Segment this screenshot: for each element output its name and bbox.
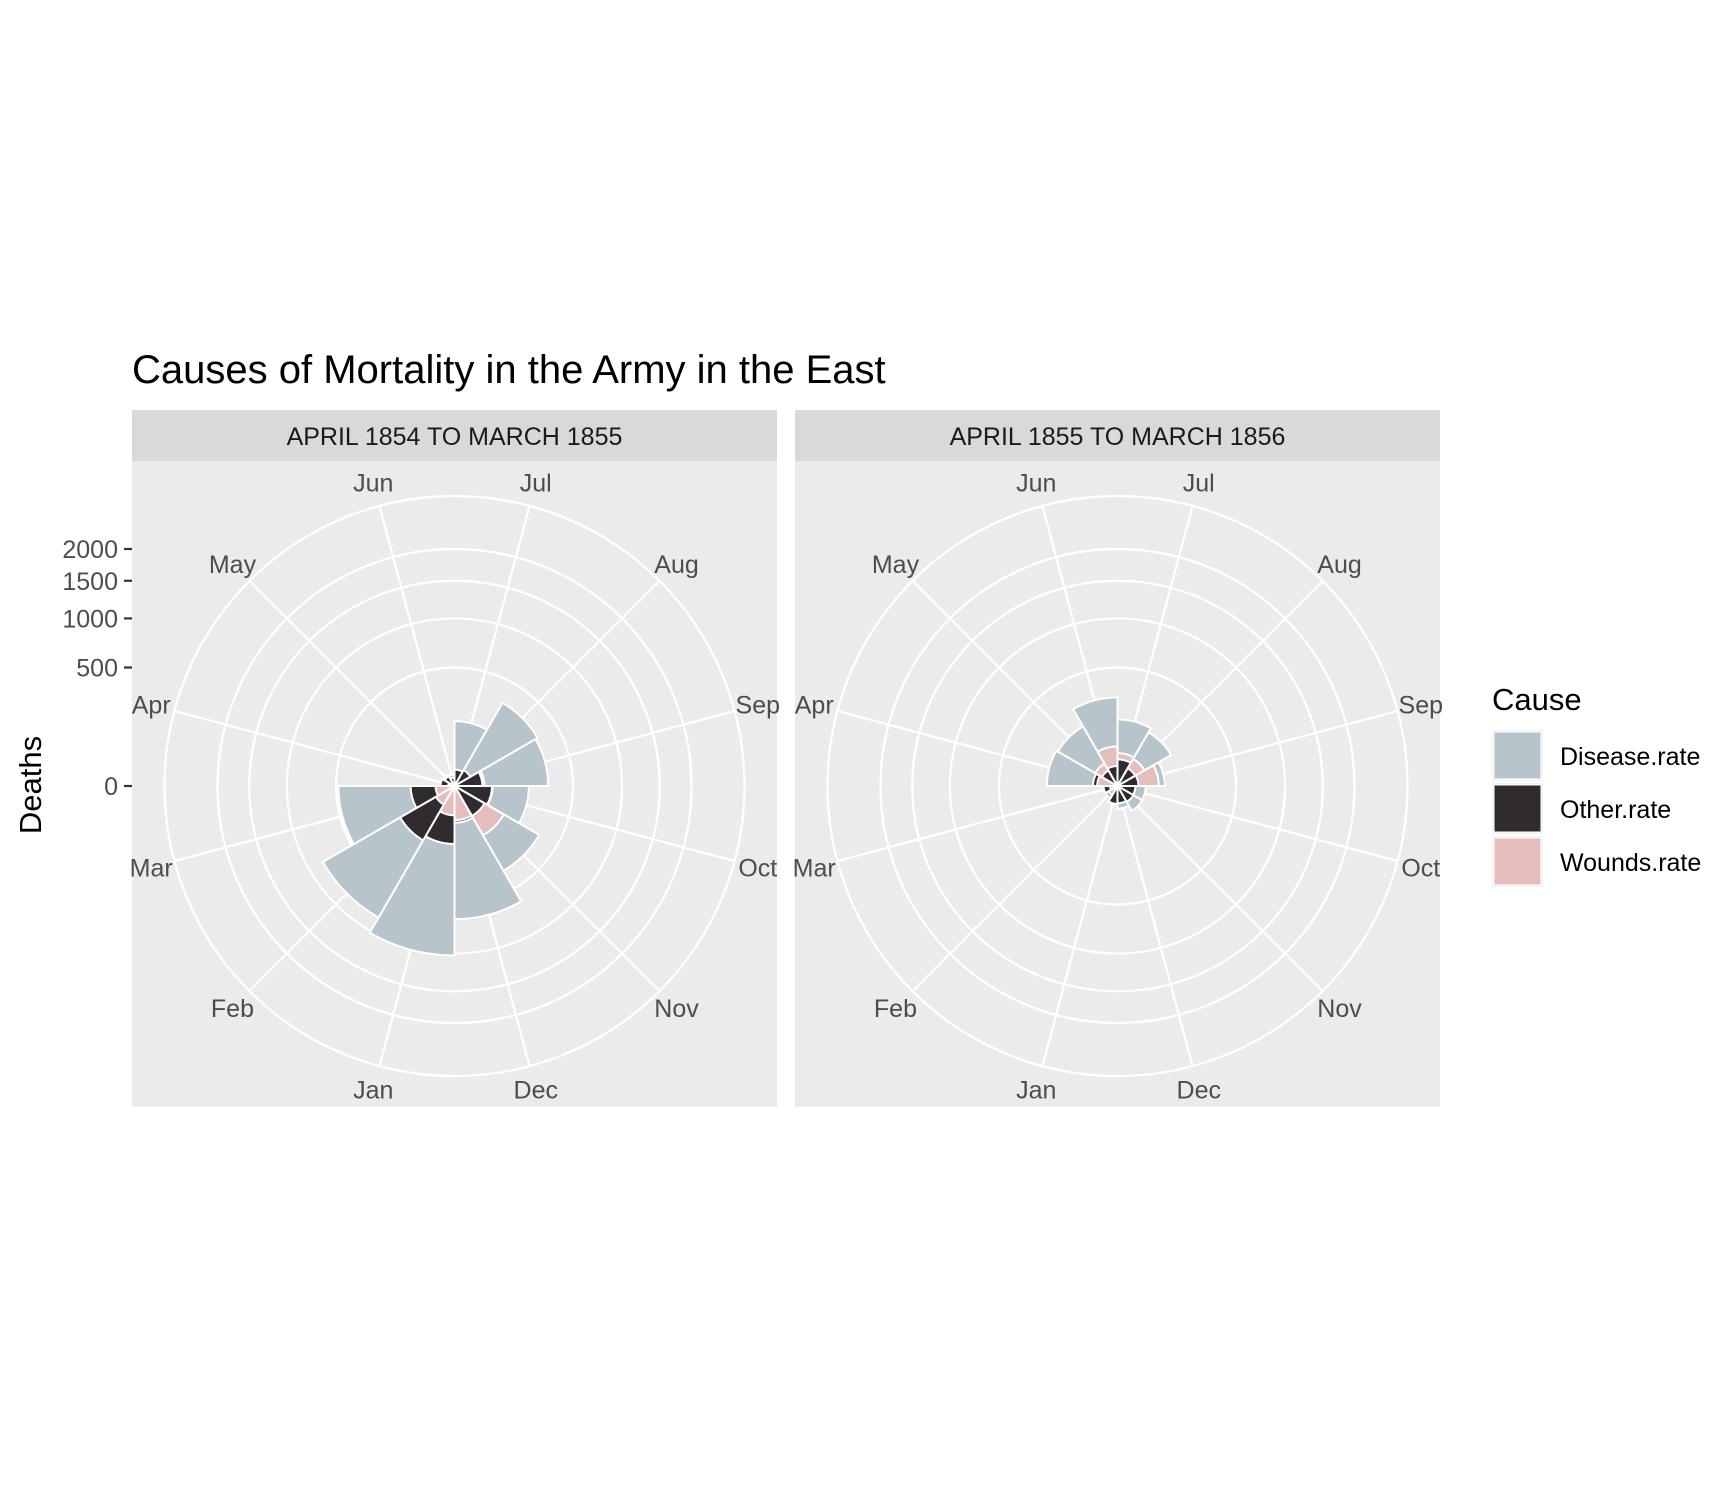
month-label-dec: Dec (514, 1076, 558, 1104)
month-label-dec: Dec (1177, 1076, 1221, 1104)
month-label-nov: Nov (654, 995, 699, 1023)
month-label-apr: Apr (795, 692, 834, 720)
panel-1-month-labels: Apr May Jun Jul Aug Sep Oct Nov Dec Jan Feb Mar (130, 470, 780, 1105)
grid-circle-1500 (248, 579, 661, 993)
grid-spoke-jun (378, 505, 456, 787)
strip-2 (795, 410, 1440, 461)
grid-spoke-dec (1116, 785, 1194, 1067)
y-tick-label-1500: 1500 (62, 568, 118, 596)
month-label-may: May (209, 551, 257, 579)
legend-label-wounds: Wounds.rate (1560, 849, 1701, 877)
month-label-feb: Feb (874, 995, 917, 1023)
month-label-oct: Oct (738, 854, 777, 882)
month-label-jan: Jan (353, 1076, 393, 1104)
legend-label-disease: Disease.rate (1560, 743, 1700, 771)
panel-2-bars (1045, 696, 1173, 813)
month-label-mar: Mar (793, 854, 836, 882)
chart-title: Causes of Mortality in the Army in the E… (132, 348, 886, 392)
y-tick-label-0: 0 (104, 773, 118, 801)
wedge-wounds-mar (1114, 785, 1122, 789)
grid-circle-1000 (948, 617, 1287, 955)
legend-keys: Disease.rate Other.rate Wounds.rate (1492, 730, 1701, 887)
y-tick-label-2000: 2000 (62, 536, 118, 564)
strip-2-label: APRIL 1855 TO MARCH 1856 (950, 423, 1286, 451)
grid-circle-1500 (911, 579, 1324, 993)
grid-spoke-oct (1117, 784, 1398, 863)
month-label-mar: Mar (130, 854, 173, 882)
legend-swatch-other (1493, 784, 1542, 833)
wedge-disease-aug (451, 701, 539, 789)
legend-label-other: Other.rate (1560, 796, 1671, 824)
month-label-may: May (872, 551, 920, 579)
legend-title: Cause (1492, 682, 1582, 717)
month-label-jan: Jan (1016, 1076, 1056, 1104)
grid-spoke-feb (911, 785, 1119, 992)
legend: Cause Disease.rate Other.rate Wounds.rate (1492, 682, 1701, 887)
panel-1-bars (321, 701, 550, 957)
grid-circle-500 (997, 666, 1238, 906)
strip-1 (132, 410, 777, 461)
month-label-nov: Nov (1317, 995, 1362, 1023)
y-tick-label-500: 500 (76, 655, 118, 683)
grid-circle-outer (826, 494, 1409, 1078)
grid-spoke-may (248, 580, 456, 787)
grid-spoke-nov (1116, 785, 1324, 992)
panel-1: APRIL 1854 TO MARCH 1855 Apr May Jun Jul Aug… (130, 410, 780, 1107)
y-axis-label: Deaths (13, 736, 48, 834)
month-label-apr: Apr (132, 692, 171, 720)
y-tick-label-1000: 1000 (62, 605, 118, 633)
grid-spoke-mar (837, 784, 1118, 863)
legend-swatch-disease (1493, 731, 1542, 780)
grid-circle-outer (163, 494, 746, 1078)
month-label-jun: Jun (1016, 470, 1056, 498)
panel-2: APRIL 1855 TO MARCH 1856 Apr May Jun Jul Aug… (793, 410, 1443, 1107)
month-label-sep: Sep (1399, 692, 1443, 720)
grid-circle-2000 (879, 547, 1356, 1025)
month-label-oct: Oct (1401, 854, 1440, 882)
month-label-feb: Feb (211, 995, 254, 1023)
panel-2-month-labels: Apr May Jun Jul Aug Sep Oct Nov Dec Jan Feb Mar (793, 470, 1443, 1105)
month-label-aug: Aug (654, 551, 698, 579)
month-label-jul: Jul (1183, 470, 1215, 498)
y-axis: 0 500 1000 1500 2000 (62, 536, 132, 801)
wedge-wounds-mar (434, 785, 459, 797)
grid-spoke-apr (174, 709, 455, 788)
legend-swatch-wounds (1493, 837, 1542, 886)
month-label-jun: Jun (353, 470, 393, 498)
grid-circle-2000 (216, 547, 693, 1025)
month-label-jul: Jul (520, 470, 552, 498)
month-label-sep: Sep (736, 692, 780, 720)
grid-spoke-jan (1041, 785, 1119, 1067)
strip-1-label: APRIL 1854 TO MARCH 1855 (287, 423, 623, 451)
month-label-aug: Aug (1317, 551, 1361, 579)
